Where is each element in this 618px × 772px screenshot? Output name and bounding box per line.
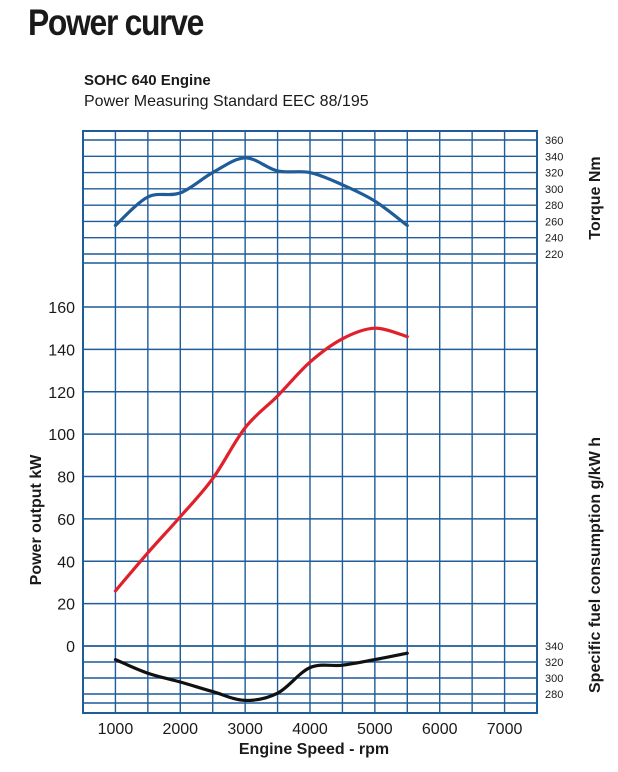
x-tick-label: 7000 xyxy=(487,721,523,738)
page-title: Power curve xyxy=(28,2,204,43)
consumption-tick-label: 280 xyxy=(545,689,563,701)
consumption-tick-label: 300 xyxy=(545,673,563,685)
chart-series xyxy=(113,156,409,703)
power-tick-label: 20 xyxy=(57,597,75,614)
torque-tick-label: 340 xyxy=(545,151,563,163)
engine-subtitle: SOHC 640 Engine xyxy=(84,72,211,89)
series-specific-fuel-consumption-line xyxy=(113,651,409,703)
x-tick-label: 6000 xyxy=(422,721,458,738)
torque-tick-label: 280 xyxy=(545,200,563,212)
x-tick-label: 3000 xyxy=(227,721,263,738)
chart-axis-labels: Engine Speed - rpm Power output kW Torqu… xyxy=(28,156,604,758)
x-axis-label: Engine Speed - rpm xyxy=(239,741,389,758)
y-axis-label-torque: Torque Nm xyxy=(587,156,604,239)
torque-tick-label: 240 xyxy=(545,233,563,245)
power-tick-label: 120 xyxy=(48,385,75,402)
chart-tick-labels: 1000 2000 3000 4000 5000 6000 7000160140120100… xyxy=(48,135,563,738)
power-tick-label: 0 xyxy=(66,639,75,656)
power-tick-label: 60 xyxy=(57,512,75,529)
y-axis-label-consumption: Specific fuel consumption g/kW h xyxy=(587,437,604,693)
chart-grid xyxy=(82,130,538,714)
series-torque-line xyxy=(113,156,409,228)
torque-tick-label: 300 xyxy=(545,184,563,196)
power-tick-label: 140 xyxy=(48,342,75,359)
series-power-output-line xyxy=(113,326,409,593)
x-tick-label: 2000 xyxy=(162,721,198,738)
y-axis-label-power: Power output kW xyxy=(28,454,45,586)
torque-tick-label: 320 xyxy=(545,168,563,180)
power-tick-label: 40 xyxy=(57,554,75,571)
power-tick-label: 160 xyxy=(48,300,75,317)
x-tick-label: 4000 xyxy=(292,721,328,738)
consumption-tick-label: 340 xyxy=(545,641,563,653)
x-tick-label: 5000 xyxy=(357,721,393,738)
x-tick-label: 1000 xyxy=(98,721,134,738)
power-tick-label: 100 xyxy=(48,427,75,444)
consumption-tick-label: 320 xyxy=(545,657,563,669)
measuring-standard: Power Measuring Standard EEC 88/195 xyxy=(84,93,369,110)
power-tick-label: 80 xyxy=(57,470,75,487)
torque-tick-label: 360 xyxy=(545,135,563,147)
torque-tick-label: 220 xyxy=(545,249,563,261)
torque-tick-label: 260 xyxy=(545,216,563,228)
